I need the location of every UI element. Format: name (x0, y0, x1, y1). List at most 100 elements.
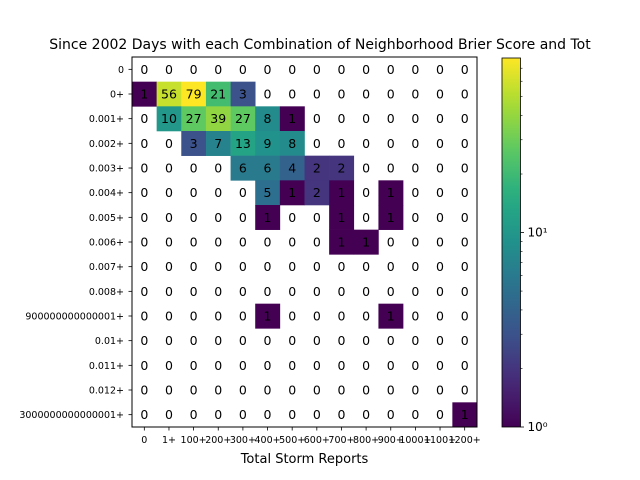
cell-value-label: 0 (239, 235, 247, 250)
cell-value-label: 0 (239, 284, 247, 299)
heatmap-cell (329, 155, 355, 181)
cell-value-label: 0 (264, 383, 272, 398)
cell-value-label: 0 (165, 407, 173, 422)
cell-value-label: 0 (411, 284, 419, 299)
heatmap-cell (255, 205, 281, 230)
cell-value-label: 0 (461, 210, 469, 225)
cell-value-label: 0 (436, 358, 444, 373)
x-tick-label: 1200+ (449, 435, 481, 446)
y-tick-label: 0.008+ (89, 287, 124, 298)
cell-value-label: 0 (387, 383, 395, 398)
y-tick-label: 0.01+ (95, 336, 124, 347)
cell-value-label: 0 (461, 185, 469, 200)
cell-value-label: 3 (239, 87, 247, 102)
heatmap-cell (230, 106, 256, 132)
x-tick-label: 1000+ (399, 435, 431, 446)
cell-value-label: 0 (264, 62, 272, 77)
cell-value-label: 0 (190, 383, 198, 398)
cell-value-label: 0 (436, 383, 444, 398)
cell-value-label: 0 (214, 407, 222, 422)
cell-value-label: 0 (313, 309, 321, 324)
x-tick-label: 800+ (353, 435, 379, 446)
heatmap-cell (181, 131, 207, 156)
cell-value-label: 0 (190, 62, 198, 77)
cell-value-label: 8 (288, 136, 296, 151)
cell-value-label: 0 (165, 235, 173, 250)
cell-value-label: 0 (337, 111, 345, 126)
colorbar (502, 58, 521, 427)
cell-value-label: 6 (239, 161, 247, 176)
cell-value-label: 0 (313, 407, 321, 422)
cell-value-label: 2 (337, 161, 345, 176)
heatmap-cell (230, 155, 256, 181)
cell-value-label: 6 (264, 161, 272, 176)
cell-value-label: 1 (387, 309, 395, 324)
heatmap-cell (279, 106, 305, 132)
cell-value-label: 0 (165, 333, 173, 348)
cell-value-label: 1 (288, 185, 296, 200)
cell-value-label: 0 (264, 87, 272, 102)
cell-value-label: 0 (436, 62, 444, 77)
heatmap-cell (378, 180, 404, 206)
heatmap-cell (205, 81, 231, 107)
x-tick-label: 0 (141, 435, 147, 446)
cell-value-label: 0 (190, 333, 198, 348)
cell-value-label: 0 (165, 210, 173, 225)
cell-value-label: 0 (313, 235, 321, 250)
cell-value-label: 2 (313, 161, 321, 176)
cell-value-label: 1 (362, 235, 370, 250)
cell-value-label: 2 (313, 185, 321, 200)
cell-value-label: 0 (165, 284, 173, 299)
cell-value-label: 0 (337, 383, 345, 398)
cell-value-label: 0 (362, 259, 370, 274)
cell-value-label: 0 (461, 62, 469, 77)
heatmap-cell (279, 131, 305, 156)
cell-value-label: 0 (436, 309, 444, 324)
x-tick-label: 500+ (279, 435, 305, 446)
cell-value-label: 0 (461, 87, 469, 102)
heatmap-cell (329, 180, 355, 206)
cell-value-label: 0 (387, 284, 395, 299)
cell-value-label: 0 (461, 358, 469, 373)
cell-value-label: 0 (288, 259, 296, 274)
cell-value-label: 0 (214, 309, 222, 324)
cell-value-label: 0 (140, 235, 148, 250)
cell-value-label: 0 (264, 259, 272, 274)
heatmap-cell (255, 303, 281, 329)
heatmap-cell (255, 131, 281, 156)
cell-value-label: 0 (337, 309, 345, 324)
cell-value-label: 0 (436, 87, 444, 102)
cell-value-label: 0 (165, 259, 173, 274)
heatmap-cell (255, 155, 281, 181)
heatmap-cell (304, 180, 330, 206)
cell-value-label: 0 (436, 333, 444, 348)
cell-value-label: 0 (140, 210, 148, 225)
cell-value-label: 0 (264, 407, 272, 422)
cell-value-label: 0 (411, 161, 419, 176)
cell-value-label: 0 (190, 309, 198, 324)
cell-value-label: 0 (436, 111, 444, 126)
cell-value-label: 0 (362, 284, 370, 299)
cell-value-label: 0 (190, 259, 198, 274)
cell-value-label: 5 (264, 185, 272, 200)
cell-value-label: 0 (362, 136, 370, 151)
cell-value-label: 0 (436, 259, 444, 274)
cell-value-label: 1 (264, 309, 272, 324)
cell-value-label: 0 (165, 136, 173, 151)
cell-value-label: 0 (140, 136, 148, 151)
cell-value-label: 0 (362, 210, 370, 225)
cell-value-label: 0 (362, 383, 370, 398)
heatmap-cell (378, 205, 404, 230)
cell-value-label: 0 (140, 185, 148, 200)
x-tick-label: 900+ (378, 435, 404, 446)
cell-value-label: 0 (140, 358, 148, 373)
cell-value-label: 0 (436, 210, 444, 225)
cell-value-label: 0 (387, 333, 395, 348)
cell-value-label: 1 (337, 235, 345, 250)
cell-value-label: 0 (411, 407, 419, 422)
cell-value-label: 0 (461, 111, 469, 126)
cell-value-label: 0 (288, 309, 296, 324)
cell-value-label: 0 (362, 185, 370, 200)
cell-value-label: 0 (411, 111, 419, 126)
cell-value-label: 0 (411, 87, 419, 102)
